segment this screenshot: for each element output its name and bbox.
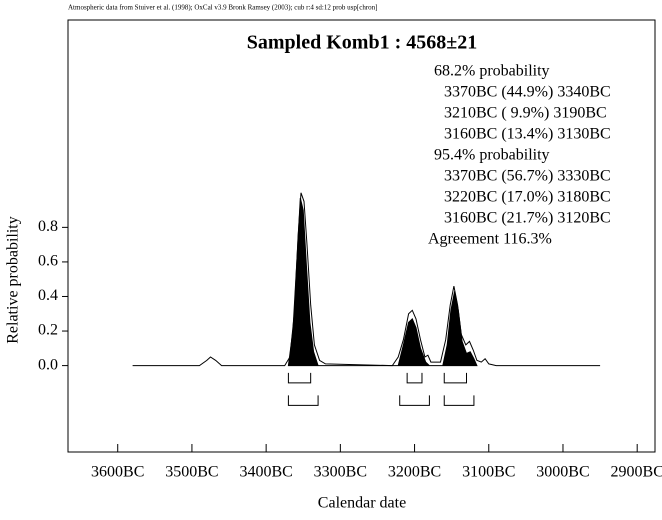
x-tick-label: 3100BC bbox=[462, 464, 515, 481]
range-item: 3220BC (17.0%) 3180BC bbox=[444, 189, 611, 206]
x-axis-label: Calendar date bbox=[318, 495, 406, 512]
range-bracket bbox=[443, 372, 468, 384]
range-item: 3160BC (21.7%) 3120BC bbox=[444, 210, 611, 227]
range-item: 3160BC (13.4%) 3130BC bbox=[444, 126, 611, 143]
y-axis-label: Relative probability bbox=[5, 216, 22, 344]
range-item: 3370BC (44.9%) 3340BC bbox=[444, 84, 611, 101]
x-tick-label: 3200BC bbox=[388, 464, 441, 481]
range-item: 3210BC ( 9.9%) 3190BC bbox=[444, 105, 607, 122]
plot-frame bbox=[67, 19, 656, 453]
range-level: 68.2% probability bbox=[434, 63, 550, 80]
x-tick-label: 3500BC bbox=[165, 464, 218, 481]
x-tick-label: 3300BC bbox=[314, 464, 367, 481]
range-bracket bbox=[443, 395, 475, 406]
range-bracket bbox=[287, 395, 319, 406]
range-bracket bbox=[287, 372, 312, 384]
y-tick-label: 0.6 bbox=[38, 253, 58, 270]
x-tick-label: 3400BC bbox=[239, 464, 292, 481]
range-level: 95.4% probability bbox=[434, 147, 550, 164]
y-tick-label: 0.4 bbox=[38, 287, 58, 304]
range-bracket bbox=[399, 395, 430, 406]
y-tick-label: 0.8 bbox=[38, 218, 58, 235]
y-tick-label: 0.2 bbox=[38, 322, 58, 339]
chart-title: Sampled Komb1 : 4568±21 bbox=[247, 32, 477, 54]
x-tick-label: 2900BC bbox=[611, 464, 662, 481]
agreement: Agreement 116.3% bbox=[428, 231, 552, 248]
range-bracket bbox=[406, 372, 423, 384]
header-note: Atmospheric data from Stuiver et al. (19… bbox=[68, 4, 378, 12]
range-item: 3370BC (56.7%) 3330BC bbox=[444, 168, 611, 185]
x-tick-label: 3000BC bbox=[536, 464, 589, 481]
x-tick-label: 3600BC bbox=[91, 464, 144, 481]
y-tick-label: 0.0 bbox=[38, 356, 58, 373]
posterior-area bbox=[287, 197, 478, 367]
